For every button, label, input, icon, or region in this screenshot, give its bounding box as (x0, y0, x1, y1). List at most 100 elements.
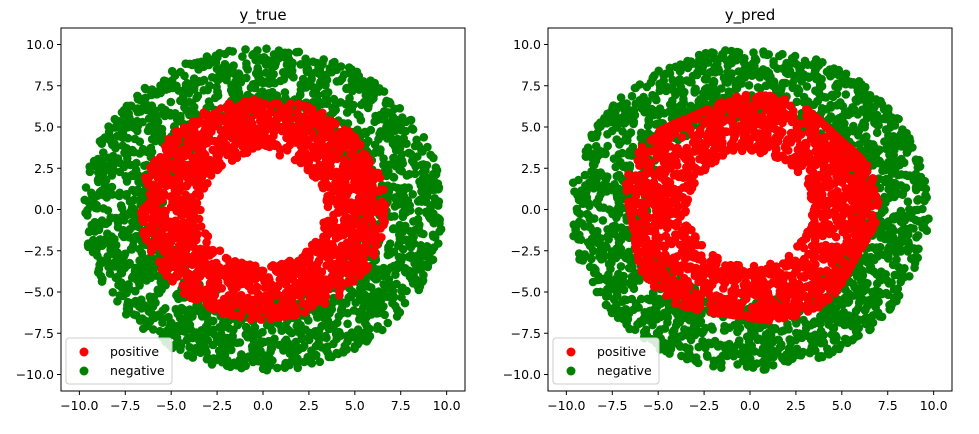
scatter-point-positive (318, 183, 328, 193)
scatter-point-positive (348, 246, 358, 255)
scatter-point-negative (429, 175, 438, 184)
scatter-point-positive (267, 262, 276, 271)
scatter-point-positive (293, 131, 303, 140)
scatter-point-negative (104, 134, 113, 144)
scatter-point-positive (158, 188, 167, 198)
scatter-point-negative (401, 267, 410, 277)
scatter-point-negative (184, 306, 193, 316)
scatter-point-negative (397, 149, 407, 159)
scatter-point-negative (132, 270, 142, 279)
scatter-point-positive (263, 309, 272, 319)
scatter-point-negative (147, 90, 156, 100)
scatter-point-negative (792, 97, 802, 107)
scatter-point-positive (263, 113, 273, 123)
scatter-point-positive (206, 165, 216, 174)
scatter-point-negative (183, 351, 192, 360)
scatter-point-negative (176, 67, 185, 77)
scatter-point-negative (665, 339, 675, 348)
scatter-point-negative (135, 137, 145, 146)
scatter-point-negative (405, 169, 414, 179)
scatter-point-negative (110, 139, 119, 149)
legend-marker-negative (79, 366, 89, 376)
scatter-point-negative (390, 104, 399, 114)
scatter-point-negative (744, 81, 754, 90)
scatter-point-positive (161, 179, 171, 188)
scatter-point-positive (155, 257, 164, 267)
scatter-point-negative (153, 117, 163, 127)
scatter-point-positive (191, 213, 200, 223)
scatter-point-negative (267, 326, 277, 335)
scatter-point-negative (151, 136, 160, 146)
scatter-point-negative (329, 94, 339, 104)
scatter-point-negative (329, 339, 338, 349)
scatter-point-positive (262, 141, 271, 151)
scatter-point-negative (392, 279, 401, 289)
scatter-point-positive (330, 278, 339, 287)
scatter-point-negative (159, 76, 169, 85)
scatter-point-negative (400, 298, 410, 308)
scatter-point-positive (216, 298, 226, 308)
scatter-point-positive (367, 229, 377, 238)
scatter-point-negative (245, 353, 255, 362)
scatter-point-negative (123, 210, 132, 220)
scatter-point-positive (225, 305, 234, 314)
scatter-point-positive (306, 287, 316, 297)
scatter-point-negative (588, 277, 598, 287)
scatter-point-negative (665, 107, 674, 116)
scatter-point-negative (268, 336, 277, 346)
scatter-point-positive (261, 100, 271, 109)
scatter-point-negative (330, 57, 339, 67)
scatter-point-negative (322, 99, 332, 108)
scatter-point-positive (375, 185, 385, 195)
scatter-point-positive (343, 228, 352, 237)
scatter-point-positive (137, 214, 147, 224)
scatter-point-positive (297, 155, 306, 164)
scatter-point-negative (94, 239, 104, 249)
scatter-point-positive (295, 118, 304, 127)
scatter-point-negative (629, 105, 639, 115)
scatter-point-negative (364, 303, 374, 313)
scatter-point-negative (388, 224, 398, 234)
scatter-point-negative (383, 118, 393, 127)
scatter-point-positive (187, 274, 196, 284)
scatter-point-negative (232, 78, 241, 87)
scatter-point-positive (328, 250, 338, 260)
y-tick-label: 5.0 (34, 120, 54, 135)
scatter-point-negative (350, 72, 360, 82)
scatter-point-negative (360, 297, 370, 306)
scatter-point-negative (411, 265, 420, 275)
scatter-point-negative (164, 312, 173, 322)
legend-marker-positive (79, 347, 89, 357)
scatter-point-positive (281, 120, 290, 130)
scatter-point-negative (238, 52, 247, 61)
scatter-point-negative (115, 191, 124, 201)
scatter-point-positive (174, 204, 183, 214)
scatter-point-negative (379, 87, 389, 96)
scatter-point-positive (243, 266, 252, 275)
scatter-point-negative (430, 194, 440, 203)
scatter-point-positive (362, 170, 371, 180)
scatter-point-positive (320, 133, 330, 142)
x-tick-label: −2.5 (202, 398, 232, 413)
x-tick-label: 2.5 (299, 398, 319, 413)
scatter-point-positive (205, 303, 215, 313)
x-tick-label: 5.0 (345, 398, 365, 413)
scatter-point-positive (218, 265, 227, 275)
scatter-point-negative (192, 346, 201, 356)
scatter-point-negative (351, 83, 361, 92)
scatter-point-positive (349, 238, 359, 248)
scatter-point-positive (143, 228, 153, 238)
scatter-point-positive (259, 274, 268, 284)
legend-label-negative: negative (110, 363, 165, 378)
scatter-point-negative (376, 145, 385, 154)
scatter-point-positive (192, 131, 202, 141)
scatter-point-positive (157, 235, 166, 244)
scatter-point-positive (314, 113, 324, 122)
scatter-point-negative (648, 73, 658, 82)
scatter-point-negative (262, 44, 271, 53)
scatter-point-negative (383, 250, 393, 260)
scatter-point-negative (303, 352, 313, 362)
y-tick-label: 10.0 (26, 37, 54, 52)
scatter-point-negative (409, 217, 418, 226)
scatter-point-negative (331, 326, 340, 336)
